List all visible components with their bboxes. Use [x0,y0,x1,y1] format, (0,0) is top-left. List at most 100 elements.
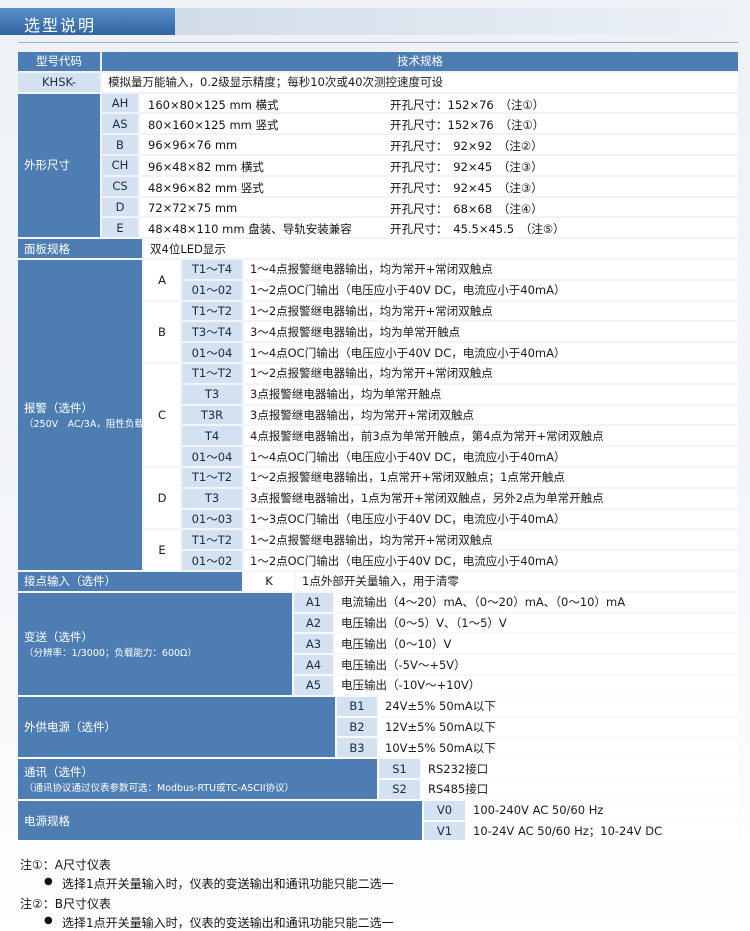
transmit-label: 变送（选件） （分辨率：1/3000；负载能力：600Ω） [18,592,292,695]
alarm-desc-text: 3点报警继电器输出，1点为常开+常闭双触点，另外2点为单常开触点 [250,491,604,506]
alarm-desc: 1～2点报警继电器输出，均为常开+常闭双触点 [244,301,738,321]
head-cell: 技术规格 [102,52,738,71]
note-bullet: 选择1点开关量输入时，仪表的变送输出和通讯功能只能二选一 [62,877,394,892]
alarm-code-text: T3 [204,491,220,506]
head-cell: 型号代码 [18,52,100,71]
alarm-code-text: T3R [200,407,224,422]
transmit-code-text: A4 [305,657,322,672]
alarm-label: 报警（选件） （250V AC/3A，阻性负载） [18,260,142,570]
contact-value: 1点外部开关量输入，用于清零 [296,572,738,591]
size-hole: 开孔尺寸： 92×92 （注②） [390,139,543,154]
alarm-group: A [144,260,180,300]
alarm-group-text: C [157,408,167,422]
transmit-code-text: A1 [305,595,322,610]
size-code: E [102,218,138,238]
transmit-value: 电流输出（4～20）mA、（0～20）mA、（0～10）mA [335,592,738,612]
size-desc: 48×48×110 mm 盘装、导轨安装兼容 开孔尺寸： 45.5×45.5 （注… [140,218,738,238]
alarm-code: T1～T2 [182,530,242,550]
alarm-code: 01～04 [182,343,242,362]
size-code-text: CH [111,158,129,173]
alarm-desc-text: 3点报警继电器输出，均为单常开触点 [250,387,442,402]
alarm-code-text: 01～04 [191,345,233,360]
alarm-code: 01～02 [182,280,242,300]
power-code: V0 [424,800,465,820]
alarm-label-text: 报警（选件） [24,401,93,415]
size-code-text: D [115,199,125,214]
alarm-code: T1～T2 [182,364,242,383]
header-tab [0,8,175,35]
size-hole: 开孔尺寸：152×76 （注①） [390,118,545,133]
power_out-value: 10V±5% 50mA以下 [379,738,738,758]
panel-label-text: 面板规格 [24,241,70,256]
power_out-value: 24V±5% 50mA以下 [379,696,738,716]
contact-label: 接点输入（选件） [18,572,242,591]
model-desc: 模拟量万能输入，0.2级显示精度；每秒10次或40次测控速度可设 [102,72,738,92]
size-code: CS [102,176,138,196]
size-desc: 96×96×76 mm 开孔尺寸： 92×92 （注②） [140,135,738,154]
alarm-label-note: （250V AC/3A，阻性负载） [24,419,142,430]
transmit-label-text: 变送（选件） [24,629,93,644]
alarm-desc: 1～2点报警继电器输出，1点常开+常闭双触点；1点常开触点 [244,468,738,487]
alarm-code: T3 [182,384,242,404]
alarm-code: 01～03 [182,509,242,529]
alarm-code: T1～T4 [182,260,242,279]
size-hole: 开孔尺寸： 92×45 （注③） [390,180,543,195]
size-code-text: AS [112,116,128,131]
size-code: AS [102,114,138,134]
alarm-desc-text: 1～4点OC门输出（电压应小于40V DC，电流应小于40mA） [250,345,566,360]
power-code-text: V1 [436,823,453,838]
power-label-text: 电源规格 [24,813,70,828]
alarm-desc: 3～4点报警继电器输出，均为单常开触点 [244,322,738,342]
alarm-code-text: T1～T4 [191,262,233,277]
alarm-code: 01～04 [182,447,242,466]
alarm-code-text: T1～T2 [191,303,233,318]
size-dim: 96×48×82 mm 横式 [148,160,264,174]
transmit-code-text: A2 [305,615,322,630]
contact-code-text: K [265,574,273,589]
power_out-code-text: B3 [349,740,365,755]
transmit-value-text: 电压输出（0～5）V、（1～5）V [341,615,507,630]
size-dim: 48×96×82 mm 竖式 [148,180,264,195]
transmit-code: A5 [294,676,333,695]
header-line [18,42,738,43]
transmit-value: 电压输出（0～5）V、（1～5）V [335,613,738,633]
panel-value: 双4位LED显示 [144,239,738,258]
transmit-code: A1 [294,592,333,612]
power-value-text: 100-240V AC 50/60 Hz [473,803,604,818]
transmit-code: A3 [294,634,333,654]
power_out-code-text: B1 [349,699,365,714]
alarm-desc-text: 1～2点OC门输出（电压应小于40V DC，电流应小于40mA） [250,553,566,568]
comm-code-text: S1 [392,761,407,776]
power-code-text: V0 [436,803,453,818]
transmit-value: 电压输出（0～10）V [335,634,738,654]
alarm-desc: 1～2点OC门输出（电压应小于40V DC，电流应小于40mA） [244,280,738,300]
contact-label-text: 接点输入（选件） [24,574,116,589]
alarm-desc: 3点报警继电器输出，1点为常开+常闭双触点，另外2点为单常开触点 [244,488,738,508]
comm-value-text: RS232接口 [428,761,489,776]
alarm-desc-text: 1～2点报警继电器输出，均为常开+常闭双触点 [250,366,493,381]
alarm-code: 01～02 [182,551,242,570]
power_out-value-text: 10V±5% 50mA以下 [385,740,496,755]
size-label: 外形尺寸 [18,93,100,238]
contact-value-text: 1点外部开关量输入，用于清零 [302,574,459,589]
alarm-desc-text: 3点报警继电器输出，均为常开+常闭双触点 [250,407,474,422]
transmit-label-note: （分辨率：1/3000；负载能力：600Ω） [24,647,197,659]
alarm-desc-text: 4点报警继电器输出，前3点为单常开触点，第4点为常开+常闭双触点 [250,428,604,443]
size-code-text: AH [111,95,129,110]
alarm-code: T3 [182,488,242,508]
size-dim: 48×48×110 mm 盘装、导轨安装兼容 [148,222,352,237]
size-code: B [102,135,138,154]
alarm-desc-text: 1～4点OC门输出（电压应小于40V DC，电流应小于40mA） [250,449,566,464]
power-label: 电源规格 [18,800,422,841]
transmit-code-text: A5 [305,678,322,693]
contact-code: K [244,572,294,591]
model-code: KHSK- [18,72,100,92]
alarm-group: B [144,301,180,362]
alarm-desc: 1～2点报警继电器输出，均为常开+常闭双触点 [244,364,738,383]
alarm-desc: 4点报警继电器输出，前3点为单常开触点，第4点为常开+常闭双触点 [244,426,738,446]
size-code: AH [102,93,138,113]
note-title: 注②：B尺寸仪表 [20,897,111,912]
note-bullet: 选择1点开关量输入时，仪表的变送输出和通讯功能只能二选一 [62,916,394,931]
alarm-group: C [144,364,180,466]
transmit-value-text: 电流输出（4～20）mA、（0～20）mA、（0～10）mA [341,595,626,610]
